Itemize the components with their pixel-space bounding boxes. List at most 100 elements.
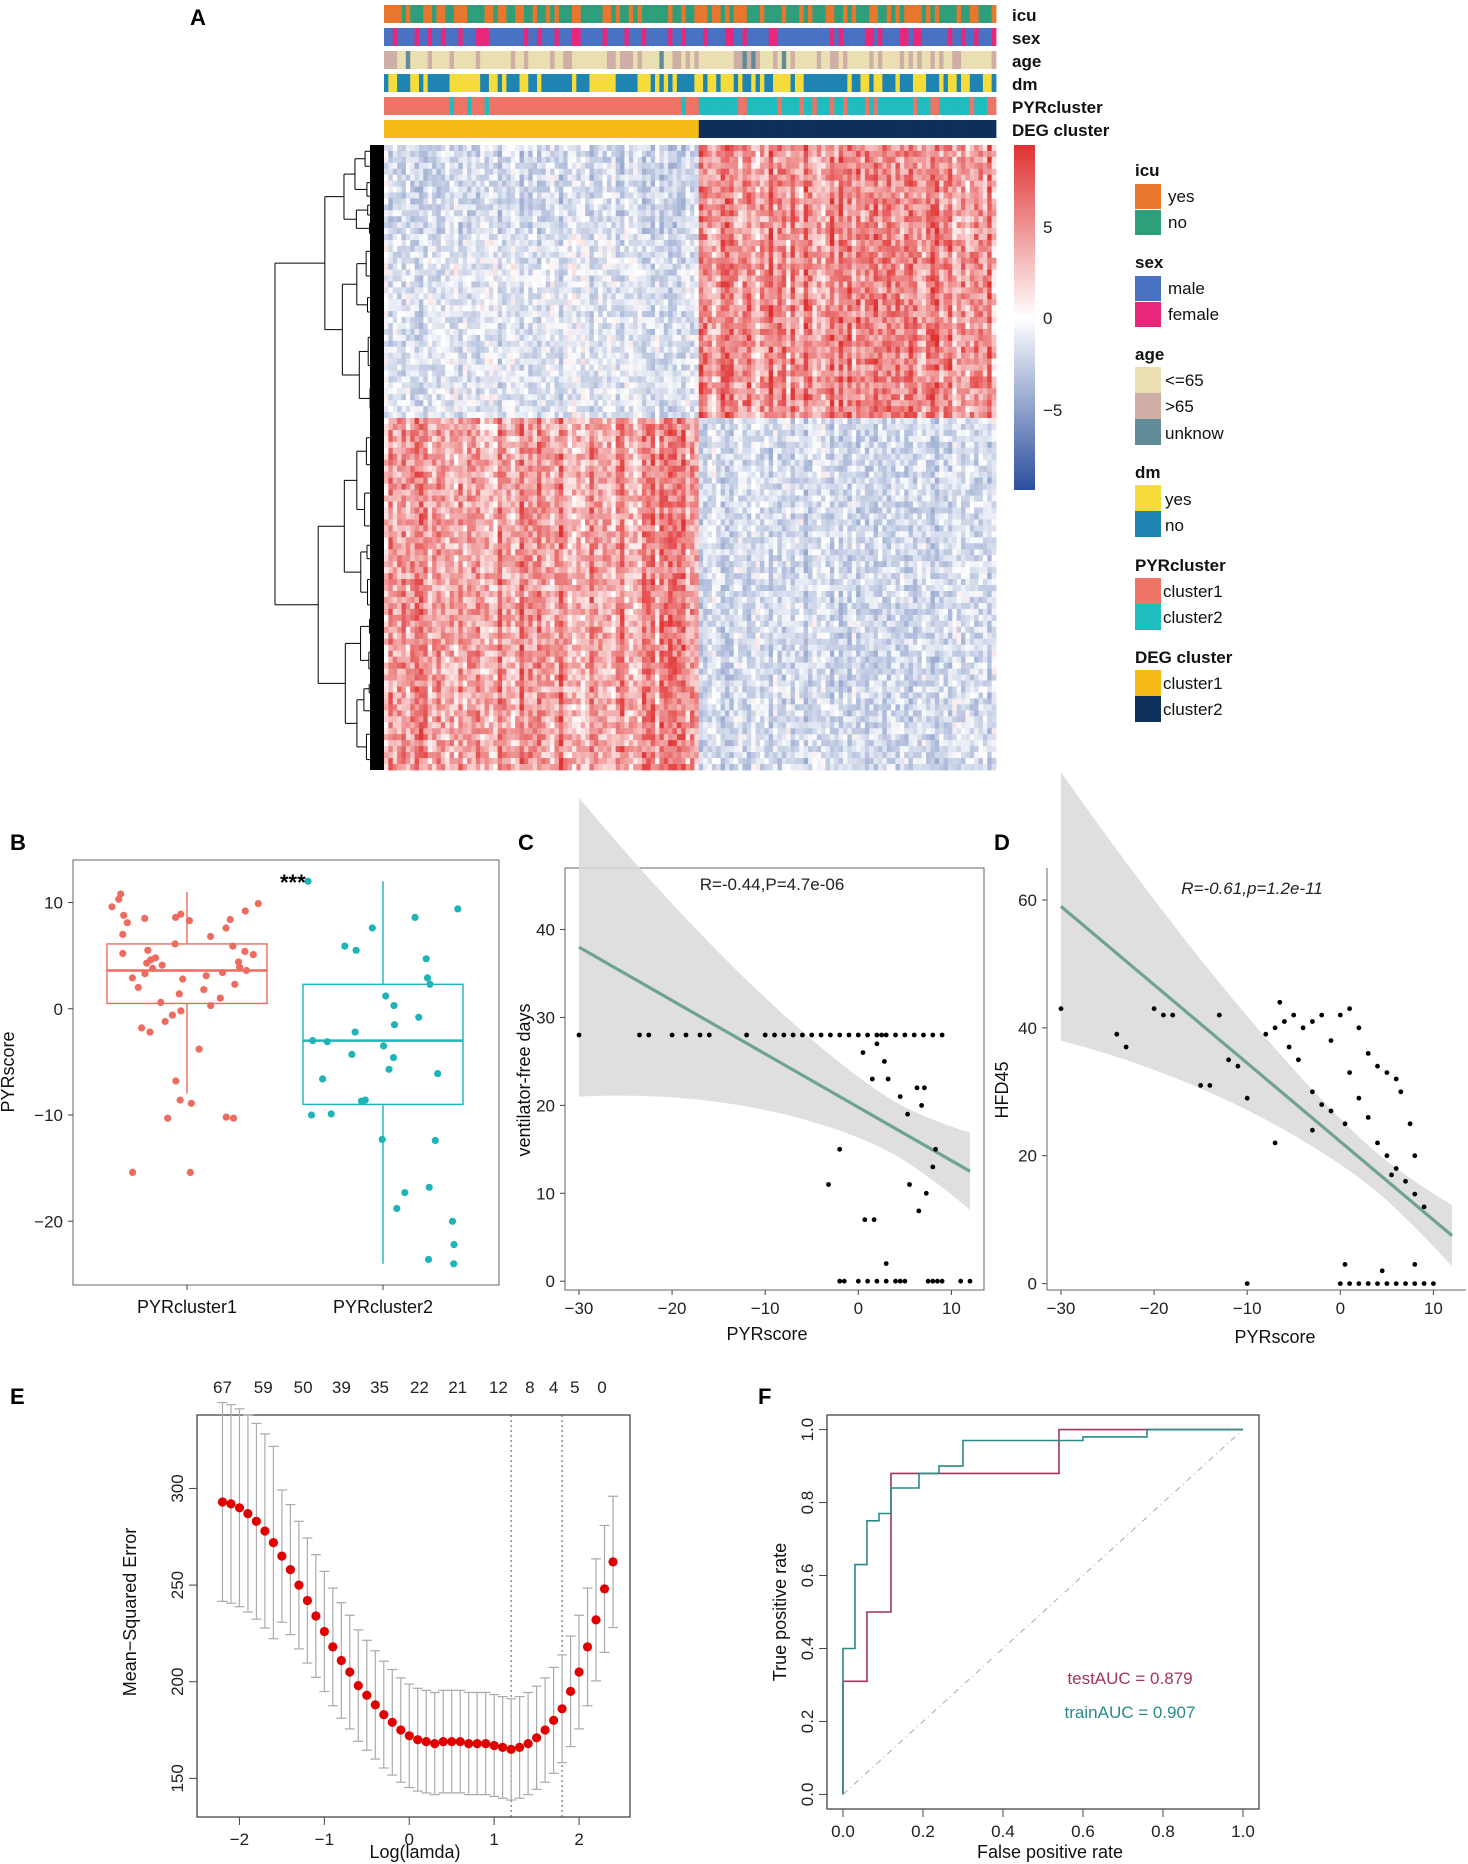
annotation-cell — [563, 28, 568, 46]
heatmap-cell — [480, 145, 485, 152]
heatmap-cell — [742, 180, 748, 187]
annotation-cell — [576, 120, 582, 138]
annotation-cell — [488, 120, 494, 138]
heatmap-cell — [991, 275, 997, 282]
annotation-cell — [641, 51, 647, 69]
heatmap-cell — [467, 251, 472, 259]
heatmap-cell — [558, 210, 564, 217]
heatmap-cell — [768, 150, 774, 158]
heatmap-cell — [427, 174, 433, 181]
heatmap-cell — [694, 281, 700, 288]
heatmap-cell — [585, 299, 590, 306]
heatmap-cell — [641, 251, 647, 259]
heatmap-cell — [392, 287, 398, 294]
heatmap-cell — [847, 251, 853, 259]
annotation-cell — [388, 51, 394, 69]
heatmap-cell — [812, 162, 818, 170]
heatmap-cell — [869, 239, 874, 247]
heatmap-cell — [694, 216, 700, 223]
heatmap-cell — [519, 222, 525, 229]
heatmap-cell — [816, 275, 822, 282]
annotation-cell — [908, 28, 914, 46]
heatmap-cell — [637, 245, 643, 253]
heatmap-cell — [392, 150, 398, 158]
heatmap-cell — [829, 150, 835, 158]
heatmap-cell — [506, 198, 512, 205]
heatmap-cell — [436, 186, 442, 193]
heatmap-cell — [484, 204, 490, 211]
heatmap-cell — [869, 150, 874, 158]
heatmap-cell — [860, 287, 866, 294]
heatmap-cell — [891, 234, 896, 241]
heatmap-cell — [777, 228, 783, 235]
heatmap-cell — [589, 168, 595, 176]
heatmap-cell — [405, 222, 411, 229]
heatmap-cell — [681, 168, 687, 176]
annotation-cell — [917, 5, 923, 23]
heatmap-cell — [392, 186, 398, 193]
heatmap-cell — [462, 281, 468, 288]
heatmap-cell — [838, 234, 844, 241]
heatmap-cell — [808, 287, 813, 294]
heatmap-cell — [930, 204, 936, 211]
heatmap-cell — [484, 239, 490, 247]
heatmap-cell — [869, 275, 874, 282]
annotation-cell — [716, 51, 721, 69]
heatmap-cell — [978, 150, 984, 158]
annotation-cell — [742, 5, 748, 23]
annotation-cell — [436, 97, 442, 115]
heatmap-cell — [423, 145, 429, 152]
heatmap-cell — [611, 150, 617, 158]
heatmap-cell — [576, 299, 582, 306]
annotation-cell — [493, 28, 499, 46]
annotation-cell — [777, 51, 783, 69]
annotation-cell — [961, 5, 966, 23]
annotation-cell — [589, 28, 595, 46]
annotation-cell — [515, 5, 520, 23]
heatmap-cell — [816, 186, 822, 193]
heatmap-cell — [585, 228, 590, 235]
heatmap-cell — [620, 245, 625, 253]
heatmap-cell — [843, 228, 848, 235]
heatmap-cell — [646, 222, 652, 229]
annotation-cell — [453, 28, 459, 46]
heatmap-cell — [685, 251, 691, 259]
heatmap-cell — [519, 156, 525, 164]
annotation-cell — [685, 120, 691, 138]
heatmap-cell — [567, 198, 573, 205]
heatmap-cell — [502, 168, 507, 176]
heatmap-cell — [751, 162, 756, 170]
annotation-cell — [934, 5, 940, 23]
heatmap-cell — [633, 275, 638, 282]
heatmap-cell — [663, 216, 669, 223]
heatmap-cell — [633, 234, 638, 241]
heatmap-cell — [773, 210, 778, 217]
heatmap-cell — [397, 275, 402, 282]
heatmap-cell — [620, 186, 625, 193]
heatmap-cell — [475, 275, 481, 282]
heatmap-cell — [620, 168, 625, 176]
heatmap-cell — [843, 293, 848, 300]
heatmap-cell — [952, 145, 958, 152]
heatmap-cell — [690, 234, 695, 241]
heatmap-cell — [982, 257, 988, 265]
heatmap-cell — [668, 269, 673, 276]
heatmap-cell — [541, 162, 547, 170]
heatmap-cell — [633, 145, 638, 152]
heatmap-cell — [611, 192, 617, 199]
heatmap-cell — [891, 239, 896, 247]
heatmap-cell — [506, 162, 512, 170]
heatmap-cell — [397, 210, 402, 217]
heatmap-cell — [856, 251, 861, 259]
heatmap-cell — [864, 263, 870, 271]
heatmap-cell — [606, 275, 612, 282]
heatmap-cell — [720, 287, 726, 294]
heatmap-cell — [961, 162, 966, 170]
heatmap-cell — [637, 222, 643, 229]
heatmap-cell — [764, 174, 770, 181]
heatmap-cell — [755, 239, 761, 247]
heatmap-cell — [681, 263, 687, 271]
heatmap-cell — [475, 269, 481, 276]
heatmap-cell — [733, 180, 739, 187]
annotation-cell — [637, 51, 643, 69]
